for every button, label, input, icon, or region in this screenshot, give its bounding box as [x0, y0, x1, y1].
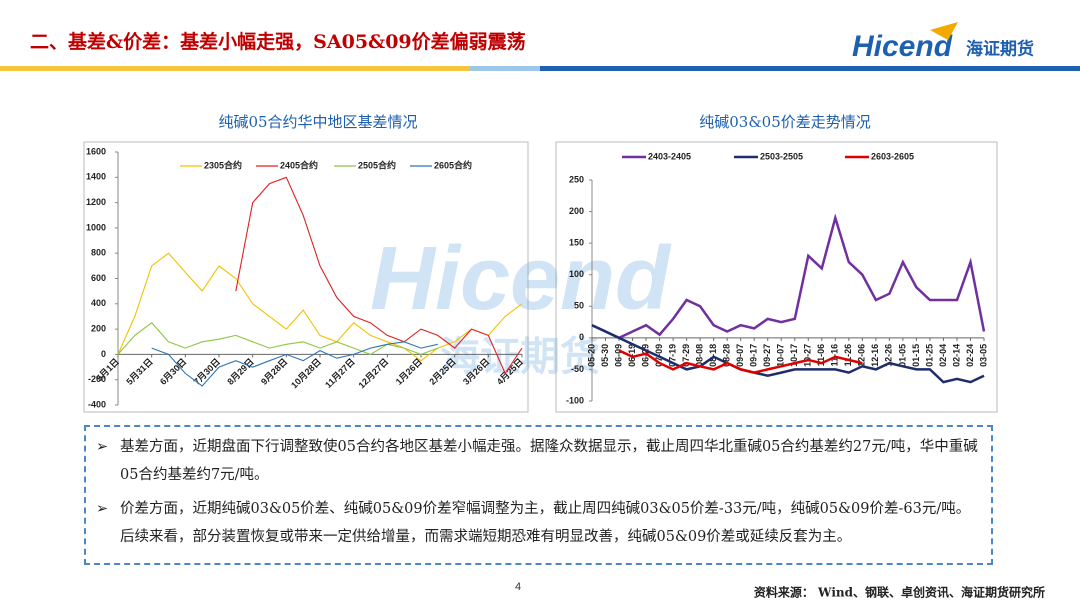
source: 资料来源： Wind、钢联、卓创资讯、海证期货研究所: [754, 585, 1045, 600]
legend-label: 2403-2405: [648, 151, 691, 161]
x-tick-label: 10-27: [803, 344, 813, 367]
x-tick-label: 02-24: [965, 344, 975, 367]
y-tick-label: 0: [101, 349, 106, 359]
x-tick-label: 10-07: [776, 344, 786, 367]
series-line: [235, 176, 523, 375]
x-tick-label: 09-07: [735, 344, 745, 367]
watermark: Hicend 海证期货: [370, 229, 672, 380]
y-tick-label: 400: [91, 298, 106, 308]
x-tick-label: 11-06: [816, 344, 826, 367]
x-tick-label: 09-27: [762, 344, 772, 367]
x-tick-label: 10-17: [789, 344, 799, 367]
y-tick-label: 200: [569, 206, 584, 216]
legend-label: 2305合约: [204, 159, 242, 170]
x-tick-label: 05-20: [586, 344, 596, 367]
logo-cn: 海证期货: [966, 39, 1034, 60]
y-tick-label: -200: [88, 374, 106, 384]
text-box: ➢ 基差方面，近期盘面下行调整致使05合约各地区基差小幅走强。据隆众数据显示，截止…: [84, 425, 993, 565]
series-line: [117, 252, 523, 362]
y-tick-label: 100: [569, 269, 584, 279]
page-number: 4: [515, 581, 521, 593]
chart-frame: [83, 141, 529, 413]
bullet: ➢ 基差方面，近期盘面下行调整致使05合约各地区基差小幅走强。据隆众数据显示，截止…: [96, 439, 978, 483]
x-tick-label: 11-16: [830, 344, 840, 367]
logo: Hicend: [852, 30, 953, 63]
x-tick-label: 02-04: [938, 344, 948, 367]
x-tick-label: 12-16: [870, 344, 880, 367]
y-tick-label: -400: [88, 399, 106, 409]
x-tick-label: 08-08: [695, 344, 705, 367]
header-bar: [0, 66, 470, 71]
x-tick-label: 01-15: [911, 344, 921, 367]
watermark-text: 海证期货: [440, 333, 600, 380]
y-tick-label: 0: [579, 332, 584, 342]
legend-label: 2503-2505: [760, 151, 803, 161]
series-line: [591, 324, 985, 384]
header-bar: [540, 66, 1080, 71]
x-tick-label: 07-19: [667, 344, 677, 367]
y-tick-label: -50: [571, 364, 584, 374]
y-tick-label: 1600: [86, 146, 106, 156]
y-tick-label: 50: [574, 301, 584, 311]
bullet-text: 基差方面，近期盘面下行调整致使05合约各地区基差小幅走强。据隆众数据显示，截止周…: [120, 439, 978, 483]
x-tick-label: 06-09: [613, 344, 623, 367]
y-tick-label: 600: [91, 273, 106, 283]
watermark-text: Hicend: [370, 229, 672, 329]
x-tick-label: 02-14: [951, 344, 961, 367]
x-tick-label: 01-25: [924, 344, 934, 367]
x-tick-label: 07-29: [681, 344, 691, 367]
y-tick-label: 1200: [86, 197, 106, 207]
x-tick-label: 08-28: [722, 344, 732, 367]
y-tick-label: 800: [91, 248, 106, 258]
x-tick-label: 09-17: [749, 344, 759, 367]
x-tick-label: 03-05: [978, 344, 988, 367]
y-tick-label: 150: [569, 238, 584, 248]
bullet-text: 价差方面，近期纯碱03&05价差、纯碱05&09价差窄幅调整为主，截止周四纯碱0…: [120, 501, 971, 545]
legend-label: 2405合约: [280, 159, 318, 170]
chart-title: 纯碱05合约华中地区基差情况: [218, 113, 417, 131]
logo-mark: [930, 22, 958, 40]
series-line: [591, 213, 986, 340]
chart-title: 纯碱03&05价差走势情况: [699, 113, 871, 131]
y-tick-label: 200: [91, 323, 106, 333]
x-tick-label: 05-30: [600, 344, 610, 367]
x-tick-label: 11-26: [843, 344, 853, 367]
x-tick-label: 06-29: [640, 344, 650, 367]
x-tick-label: 12-26: [884, 344, 894, 367]
series-line: [151, 341, 438, 387]
legend-label: 2605合约: [434, 159, 472, 170]
series-line: [618, 349, 863, 374]
series-line: [117, 322, 438, 356]
y-tick-label: 250: [569, 174, 584, 184]
bullet: ➢ 价差方面，近期纯碱03&05价差、纯碱05&09价差窄幅调整为主，截止周四纯碱…: [96, 501, 971, 545]
slide-title: 二、基差&价差：基差小幅走强，SA05&09价差偏弱震荡: [30, 30, 526, 53]
x-tick-label: 01-05: [897, 344, 907, 367]
legend-label: 2603-2605: [871, 151, 914, 161]
y-tick-label: -100: [566, 395, 584, 405]
header-bar: [470, 66, 540, 71]
x-tick-label: 12-06: [857, 344, 867, 367]
y-tick-label: 1400: [86, 172, 106, 182]
y-tick-label: 1000: [86, 222, 106, 232]
x-tick-label: 08-18: [708, 344, 718, 367]
legend-label: 2505合约: [358, 159, 396, 170]
